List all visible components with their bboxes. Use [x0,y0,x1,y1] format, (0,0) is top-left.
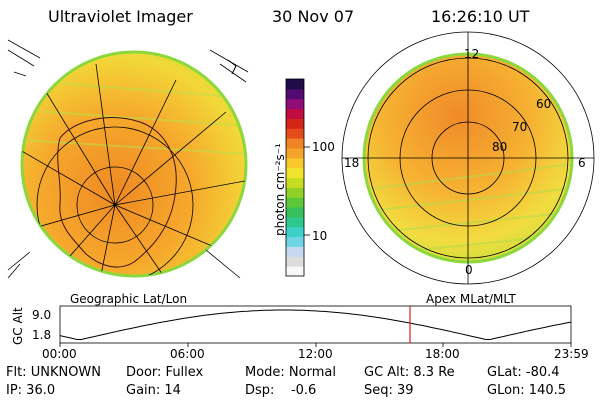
x-tick-1800: 18:00 [425,347,460,361]
altitude-ylabel: GC Alt [11,307,25,345]
color-scale-ticks [304,146,310,236]
info-dsp: Dsp: -0.6 [245,383,317,398]
altitude-ymax: 9.0 [32,308,52,322]
color-scale-cell [286,207,304,218]
altitude-curve [59,309,572,340]
color-scale-cell [286,88,304,100]
color-scale-cell [286,187,304,198]
altitude-x-ticks [59,343,572,347]
x-tick-2359: 23:59 [554,347,589,361]
color-scale-cell [286,236,304,247]
color-scale-cell [286,118,304,129]
colorbar-tick-100: 100 [312,140,335,154]
info-glon: GLon: 140.5 [487,383,567,398]
geographic-panel-label: Geographic Lat/Lon [70,292,188,306]
color-scale-cell [286,128,304,139]
magnetic-grid [341,31,595,285]
color-scale-cell [286,177,304,188]
color-scale [286,79,304,277]
mlt-label-18: 18 [344,156,360,170]
mlat-label-60: 60 [536,97,552,111]
color-scale-cell [286,226,304,238]
mlt-label-6: 6 [578,156,586,170]
mlat-label-70: 70 [512,120,528,134]
color-scale-cell [286,197,304,208]
colorbar-unit-label: photon cm⁻²s⁻¹ [273,143,287,236]
color-scale-cell [286,108,304,119]
info-glat: GLat: -80.4 [487,365,560,380]
magnetic-panel-label: Apex MLat/MLT [426,292,516,306]
x-tick-1200: 12:00 [298,347,333,361]
color-scale-cell [286,147,304,159]
info-flight: Flt: UNKNOWN [6,365,101,380]
time-label: 16:26:10 UT [431,7,530,26]
instrument-title: Ultraviolet Imager [48,7,193,26]
mlt-label-12: 12 [464,47,480,61]
color-scale-cell [286,157,304,169]
info-seq: Seq: 39 [364,383,414,398]
colorbar-tick-10: 10 [312,229,328,243]
color-scale-cell [286,138,304,149]
x-tick-0600: 06:00 [170,347,205,361]
info-ip: IP: 36.0 [6,383,56,398]
date-label: 30 Nov 07 [272,7,355,26]
color-scale-cell [286,256,304,267]
color-scale-cell [286,216,304,228]
altitude-ymin: 1.8 [32,328,52,342]
x-tick-0000: 00:00 [42,347,77,361]
info-gain: Gain: 14 [126,383,181,398]
geographic-image [20,50,248,278]
color-scale-cell [286,79,304,90]
color-scale-frame [285,78,305,277]
info-gc-alt: GC Alt: 8.3 Re [364,365,455,380]
color-scale-cell [286,167,304,178]
geographic-grid [7,39,249,279]
color-scale-cell [286,246,304,257]
color-scale-cell [286,266,304,277]
info-door: Door: Fullex [126,365,204,380]
color-scale-cell [286,98,304,110]
mlat-label-80: 80 [492,140,508,154]
mlt-label-0: 0 [465,263,473,277]
altitude-plot [59,305,572,347]
info-mode: Mode: Normal [245,365,336,380]
